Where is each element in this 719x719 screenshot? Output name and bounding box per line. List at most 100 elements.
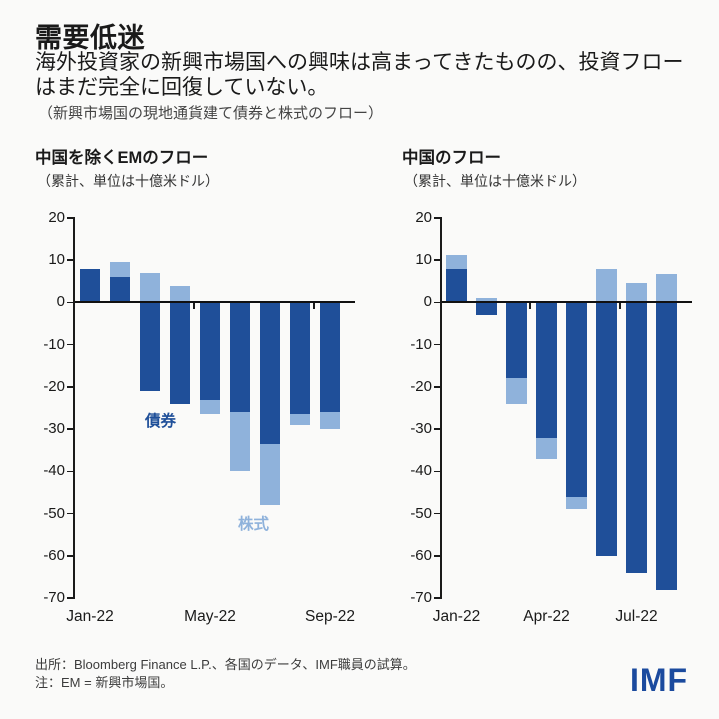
x-axis-label: May-22 (184, 608, 236, 625)
bar-segment-equity (506, 378, 527, 404)
y-axis-tick (67, 470, 75, 473)
y-axis-label: -30 (410, 420, 432, 438)
x-axis-tick (193, 303, 195, 310)
chart-china: 20 10 0 -10 -20 -30 -40 -50 -60 -70 Jan-22 Apr-22 Ju… (402, 209, 702, 638)
y-axis-label: -50 (410, 504, 432, 522)
y-axis-tick (67, 217, 75, 219)
y-axis-tick (434, 343, 442, 346)
bar-segment-equity (110, 262, 130, 278)
bar-segment-equity (140, 272, 160, 303)
bar-segment-equity (230, 412, 250, 472)
bar-segment-bond (506, 302, 527, 379)
panel-subtitle-china: （累計、単位は十億米ドル） (404, 173, 586, 189)
series-annotation: 株式 (238, 516, 270, 533)
bar-segment-bond (170, 302, 190, 404)
y-axis-tick (67, 386, 75, 388)
y-axis-tick (67, 301, 75, 304)
imf-logo: IMF (630, 662, 689, 698)
y-axis-label: 20 (415, 209, 432, 226)
y-axis-tick (434, 259, 442, 261)
bar-segment-equity (200, 399, 220, 415)
y-axis-tick (434, 512, 442, 515)
panel-title-china: 中国のフロー (402, 149, 501, 167)
footnote: 注：EM = 新興市場国。 (35, 675, 174, 690)
bar-segment-equity (320, 412, 340, 430)
panel-em-ex-china: 中国を除くEMのフロー （累計、単位は十億米ドル） (35, 144, 365, 191)
y-axis-label: -60 (43, 546, 65, 564)
panel-title-em-ex-china: 中国を除くEMのフロー (35, 149, 209, 167)
source-note: 出所：Bloomberg Finance L.P.、各国のデータ、IMF職員の試… (35, 657, 416, 672)
bar-segment-bond (110, 277, 130, 303)
bar-segment-equity (476, 298, 497, 303)
y-axis-label: 0 (56, 293, 65, 311)
chart-em-ex-china: 20 10 0 -10 -20 -30 -40 -50 -60 -70 Jan-22 May-22 Se… (35, 209, 360, 638)
y-axis-label: -50 (43, 504, 65, 522)
bar-segment-equity (626, 282, 647, 303)
panel-subtitle-em-ex-china: （累計、単位は十億米ドル） (37, 173, 219, 189)
bar-segment-bond (596, 302, 617, 556)
bar-segment-bond (320, 302, 340, 413)
bar-segment-bond (446, 268, 467, 303)
x-axis-label: Sep-22 (305, 608, 355, 625)
y-axis-label: -30 (43, 420, 65, 438)
x-axis-tick (619, 303, 621, 310)
y-axis-line (440, 218, 442, 598)
bar-segment-bond (140, 302, 160, 392)
bar-segment-bond (260, 302, 280, 444)
y-axis-tick (67, 597, 75, 599)
zero-line (442, 301, 692, 304)
y-axis-tick (67, 259, 75, 261)
bar-segment-bond (230, 302, 250, 413)
bar-segment-equity (566, 496, 587, 510)
y-axis-tick (67, 512, 75, 515)
bar-segment-bond (80, 268, 100, 303)
bar-segment-equity (446, 255, 467, 269)
page-subtitle: 海外投資家の新興市場国への興味は高まってきたものの、投資フローはまだ完全に回復し… (35, 51, 684, 99)
x-axis-label: Jul-22 (615, 608, 658, 625)
bar-segment-bond (290, 302, 310, 415)
bar-segment-equity (596, 268, 617, 303)
page-note: （新興市場国の現地通貨建て債券と株式のフロー） (38, 105, 384, 122)
y-axis-label: -20 (410, 377, 432, 395)
bar-segment-equity (290, 414, 310, 425)
panel-china: 中国のフロー （累計、単位は十億米ドル） (402, 144, 712, 191)
bar-segment-equity (260, 443, 280, 506)
y-axis-label: 10 (48, 251, 65, 269)
x-axis-label: Apr-22 (523, 608, 570, 625)
y-axis-label: -40 (43, 462, 65, 480)
y-axis-tick (434, 386, 442, 388)
y-axis-tick (434, 597, 442, 599)
y-axis-label: -60 (410, 546, 432, 564)
y-axis-tick (434, 470, 442, 473)
y-axis-label: -70 (410, 589, 432, 606)
zero-line (75, 301, 355, 304)
y-axis-label: 20 (48, 209, 65, 226)
x-axis-label: Jan-22 (66, 608, 114, 625)
y-axis-label: 0 (423, 293, 432, 311)
y-axis-tick (434, 217, 442, 219)
bar-segment-equity (170, 285, 190, 303)
x-axis-label: Jan-22 (432, 608, 481, 625)
x-axis-tick (313, 303, 315, 310)
bar-segment-bond (626, 302, 647, 573)
y-axis-tick (434, 555, 442, 557)
bar-segment-bond (536, 302, 557, 438)
y-axis-line (73, 218, 75, 598)
bar-segment-bond (476, 302, 497, 316)
y-axis-label: -40 (410, 462, 432, 480)
bar-segment-bond (566, 302, 587, 497)
y-axis-tick (434, 301, 442, 304)
bar-segment-bond (656, 302, 677, 590)
y-axis-label: -20 (43, 377, 65, 395)
y-axis-label: -70 (43, 589, 65, 606)
y-axis-tick (67, 555, 75, 557)
y-axis-label: -10 (43, 335, 65, 353)
y-axis-label: -10 (410, 335, 432, 353)
series-annotation: 債券 (145, 413, 177, 430)
bar-segment-bond (200, 302, 220, 400)
page-title: 需要低迷 (35, 23, 145, 53)
bar-segment-equity (536, 437, 557, 459)
bar-segment-equity (656, 274, 677, 303)
y-axis-tick (67, 428, 75, 430)
